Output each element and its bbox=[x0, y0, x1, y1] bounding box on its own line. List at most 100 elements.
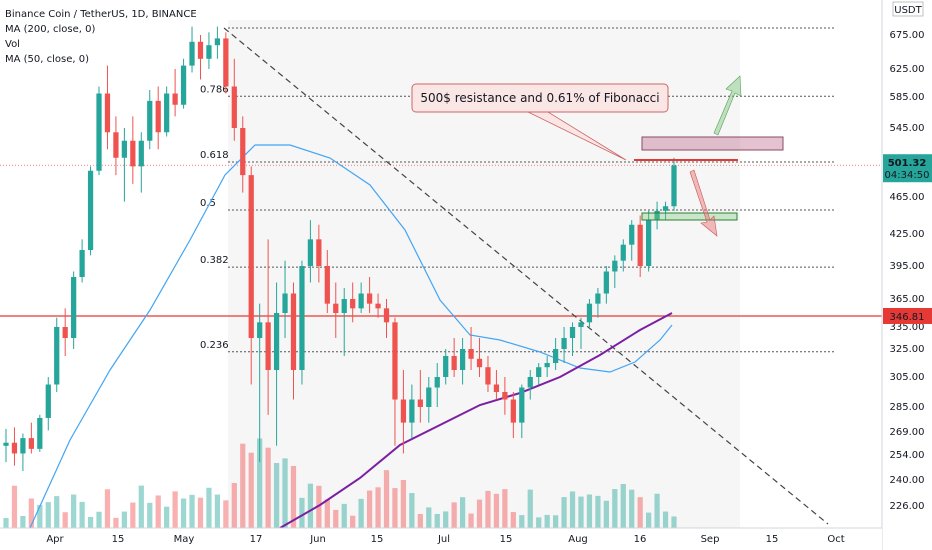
target-zones[interactable] bbox=[634, 136, 784, 221]
volume-bar bbox=[586, 494, 593, 528]
candle-body bbox=[324, 266, 330, 304]
volume-bar bbox=[485, 490, 491, 528]
volume-bar bbox=[11, 485, 18, 528]
volume-bar bbox=[561, 497, 567, 528]
candle-body bbox=[578, 322, 584, 327]
candle-body bbox=[180, 65, 187, 105]
price-axis-bg bbox=[882, 0, 932, 550]
ma50-legend[interactable]: MA (50, close, 0) bbox=[5, 54, 90, 65]
volume-bar bbox=[671, 516, 677, 528]
candle-body bbox=[214, 38, 221, 46]
horizontal-level-line[interactable] bbox=[0, 164, 882, 317]
candle-body bbox=[341, 299, 347, 313]
vol-legend[interactable]: Vol bbox=[5, 39, 20, 50]
candle-body bbox=[333, 303, 339, 313]
price-tick-label: 395.00 bbox=[890, 261, 925, 272]
volume-bar bbox=[654, 493, 660, 528]
time-tick-label: Jul bbox=[437, 534, 450, 545]
level-price-label: 346.81 bbox=[890, 312, 925, 323]
projection-arrows[interactable] bbox=[689, 75, 742, 237]
fib-level-label: 0.236 bbox=[200, 340, 229, 351]
volume-bar bbox=[104, 489, 111, 528]
candle-body bbox=[434, 377, 440, 388]
candle-body bbox=[561, 338, 567, 349]
volume-bar bbox=[240, 443, 246, 528]
annotation-callout[interactable]: 500$ resistance and 0.61% of Fibonacci bbox=[411, 83, 669, 161]
time-tick-label: 15 bbox=[112, 534, 125, 545]
ma200-legend[interactable]: MA (200, close, 0) bbox=[5, 24, 96, 35]
volume-bar bbox=[468, 513, 474, 528]
fib-level-label: 0.786 bbox=[200, 84, 229, 95]
candle-body bbox=[417, 399, 423, 407]
price-tick-label: 335.00 bbox=[890, 322, 925, 333]
volume-bar bbox=[180, 498, 187, 528]
candle-body bbox=[443, 356, 449, 377]
time-tick-label: Apr bbox=[46, 534, 64, 545]
candle-body bbox=[620, 244, 626, 261]
volume-bar bbox=[366, 490, 373, 528]
candle-body bbox=[451, 356, 457, 370]
volume-bar bbox=[54, 496, 60, 528]
volume-bar bbox=[383, 470, 390, 528]
price-tick-label: 365.00 bbox=[890, 294, 925, 305]
candle-body bbox=[519, 387, 525, 423]
candle-body bbox=[147, 100, 153, 141]
volume-bar bbox=[316, 485, 322, 528]
candle-body bbox=[426, 387, 432, 407]
volume-bar bbox=[62, 512, 68, 528]
volume-bar bbox=[612, 489, 618, 528]
fib-level-label: 0.618 bbox=[200, 150, 229, 161]
callout-box bbox=[411, 83, 669, 113]
trend-lines[interactable] bbox=[223, 27, 829, 525]
symbol-title[interactable]: Binance Coin / TetherUS, 1D, BINANCE bbox=[5, 9, 197, 20]
candle-body bbox=[164, 93, 170, 133]
candle-body bbox=[96, 93, 102, 171]
candle-body bbox=[502, 392, 508, 400]
candle-body bbox=[383, 308, 390, 323]
ma200-line bbox=[279, 312, 673, 529]
price-axis[interactable]: USDT675.00625.00585.00545.00505.00465.00… bbox=[881, 0, 932, 550]
candle-body bbox=[595, 293, 601, 304]
candle-body bbox=[138, 140, 144, 167]
volume-bar bbox=[265, 447, 271, 528]
candle-body bbox=[662, 206, 669, 211]
candle-body bbox=[654, 210, 660, 221]
volume-bar bbox=[620, 484, 626, 528]
candle-body bbox=[358, 293, 364, 309]
resistance-target-zone bbox=[641, 136, 784, 151]
fib-level-label: 0.382 bbox=[200, 255, 229, 266]
volume-bar bbox=[197, 497, 204, 528]
volume-bar bbox=[37, 504, 43, 528]
ma50-line bbox=[29, 144, 673, 529]
candle-body bbox=[130, 140, 136, 167]
candle-body bbox=[189, 41, 195, 66]
time-tick-label: 15 bbox=[371, 534, 384, 545]
candle-body bbox=[231, 86, 237, 128]
candle-body bbox=[79, 250, 85, 277]
price-tick-label: 675.00 bbox=[890, 30, 925, 41]
price-tick-label: 425.00 bbox=[890, 229, 925, 240]
chart-legend: Binance Coin / TetherUS, 1D, BINANCE MA … bbox=[5, 7, 197, 67]
time-tick-label: Jun bbox=[309, 534, 326, 545]
candle-body bbox=[121, 140, 128, 158]
candle-body bbox=[197, 41, 204, 59]
candle-body bbox=[282, 293, 288, 313]
volume-bar bbox=[426, 507, 432, 528]
candlesticks bbox=[3, 26, 677, 472]
volume-bar bbox=[409, 493, 415, 528]
time-axis[interactable]: Apr 15 May 17 Jun 15 Jul 15 Aug 16 Sep 15 Oct bbox=[0, 527, 882, 550]
volume-bar bbox=[273, 463, 280, 528]
candle-body bbox=[409, 399, 415, 423]
descending-trendline bbox=[223, 27, 829, 525]
candle-body bbox=[612, 260, 618, 272]
volume-bars bbox=[3, 438, 677, 528]
volume-bar bbox=[130, 502, 136, 528]
candle-body bbox=[113, 132, 119, 158]
volume-bar bbox=[536, 517, 542, 528]
time-tick-label: Aug bbox=[568, 534, 588, 545]
callout-text: 500$ resistance and 0.61% of Fibonacci bbox=[420, 91, 659, 105]
time-tick-label: 17 bbox=[250, 534, 263, 545]
volume-bar bbox=[493, 493, 500, 528]
candle-body bbox=[265, 322, 271, 370]
